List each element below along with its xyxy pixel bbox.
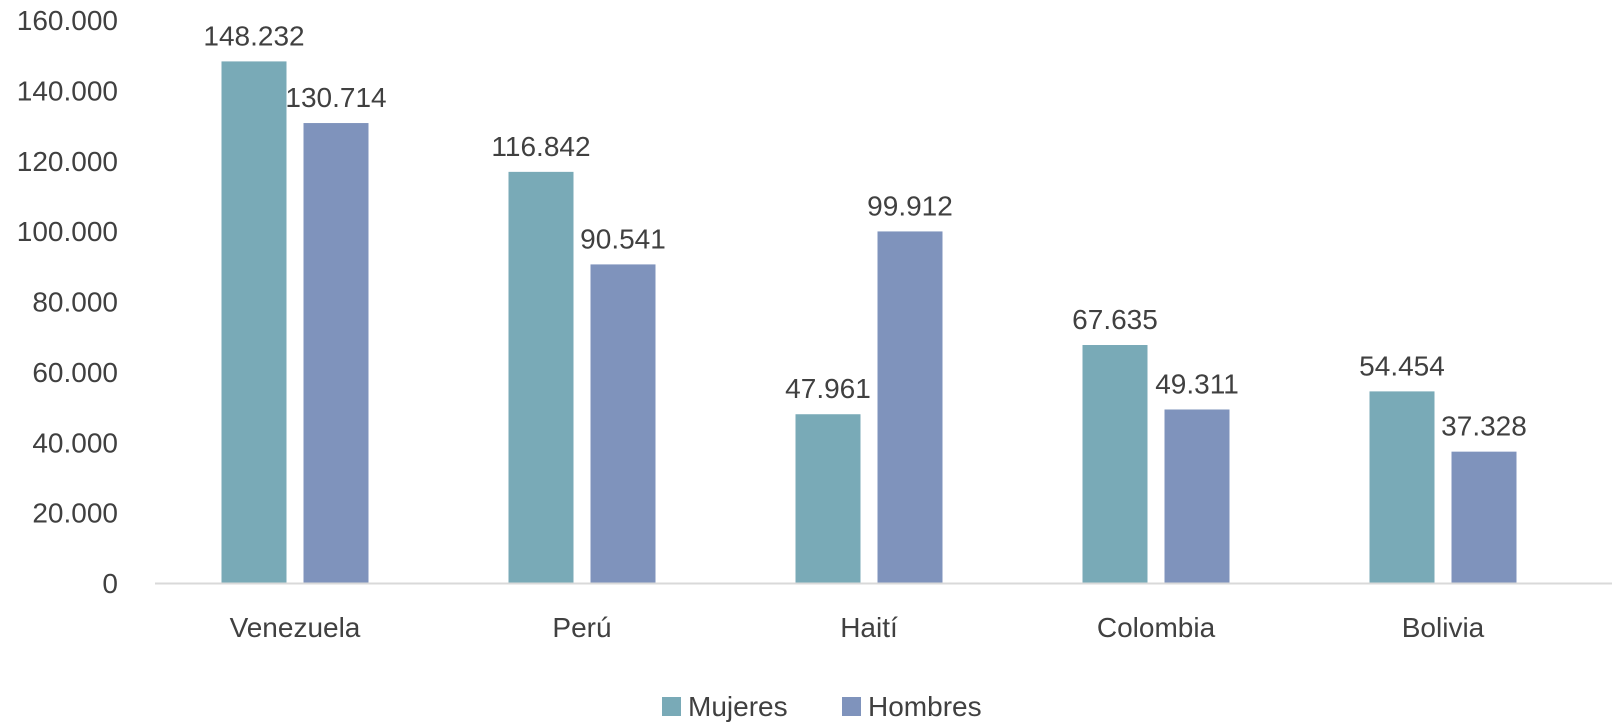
value-labels: 148.232 116.842 47.961 67.635 54.454 130.714 9… [203, 20, 1526, 441]
data-label: 90.541 [580, 223, 666, 254]
bar-hombres-colombia [1164, 409, 1230, 583]
bar-mujeres-haití [795, 414, 861, 583]
legend-label: Mujeres [688, 691, 788, 722]
data-label: 49.311 [1155, 368, 1239, 399]
legend-swatch [662, 697, 681, 716]
x-tick-label: Haití [840, 612, 898, 643]
data-label: 99.912 [867, 190, 953, 221]
data-label: 148.232 [203, 20, 304, 51]
y-tick-label: 100.000 [17, 216, 118, 247]
y-axis: 0 20.000 40.000 60.000 80.000 100.000 120.000 1… [17, 5, 118, 599]
bar-hombres-venezuela [303, 123, 369, 583]
legend-item-mujeres: Mujeres [662, 691, 788, 722]
legend-label: Hombres [868, 691, 982, 722]
data-label: 54.454 [1359, 350, 1445, 381]
x-tick-label: Colombia [1097, 612, 1216, 643]
data-label: 67.635 [1072, 304, 1158, 335]
y-tick-label: 120.000 [17, 146, 118, 177]
data-label: 130.714 [285, 82, 386, 113]
y-tick-label: 160.000 [17, 5, 118, 36]
y-tick-label: 20.000 [32, 498, 118, 529]
bar-mujeres-perú [508, 171, 574, 583]
bar-mujeres-bolivia [1369, 391, 1435, 583]
bars [221, 61, 1517, 584]
legend: Mujeres Hombres [662, 691, 982, 722]
y-tick-label: 140.000 [17, 75, 118, 106]
bar-hombres-haití [877, 231, 943, 584]
data-label: 47.961 [785, 373, 871, 404]
data-label: 37.328 [1441, 411, 1527, 442]
y-tick-label: 40.000 [32, 427, 118, 458]
bar-mujeres-colombia [1082, 345, 1148, 583]
x-tick-label: Bolivia [1402, 612, 1485, 643]
y-tick-label: 80.000 [32, 287, 118, 318]
y-tick-label: 60.000 [32, 357, 118, 388]
legend-swatch [842, 697, 861, 716]
bar-hombres-bolivia [1451, 451, 1517, 583]
x-tick-label: Perú [552, 612, 611, 643]
bar-hombres-perú [590, 264, 656, 583]
x-tick-label: Venezuela [230, 612, 361, 643]
legend-item-hombres: Hombres [842, 691, 982, 722]
data-label: 116.842 [491, 131, 590, 162]
y-tick-label: 0 [102, 568, 118, 599]
bar-mujeres-venezuela [221, 61, 287, 584]
x-axis: Venezuela Perú Haití Colombia Bolivia [230, 612, 1485, 643]
